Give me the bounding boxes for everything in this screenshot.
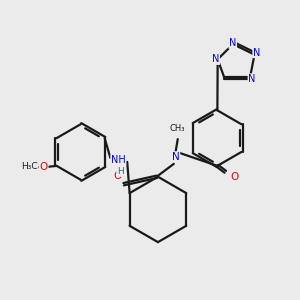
- Text: N: N: [248, 74, 256, 84]
- Text: H: H: [117, 167, 124, 176]
- Text: O: O: [114, 171, 122, 181]
- Text: NH: NH: [111, 155, 126, 165]
- Text: O: O: [230, 172, 238, 182]
- Text: N: N: [172, 152, 180, 162]
- Text: CH₃: CH₃: [170, 124, 185, 133]
- Text: N: N: [253, 47, 260, 58]
- Text: H₃C: H₃C: [22, 162, 38, 171]
- Text: N: N: [212, 54, 219, 64]
- Text: O: O: [40, 162, 48, 172]
- Text: N: N: [229, 38, 236, 48]
